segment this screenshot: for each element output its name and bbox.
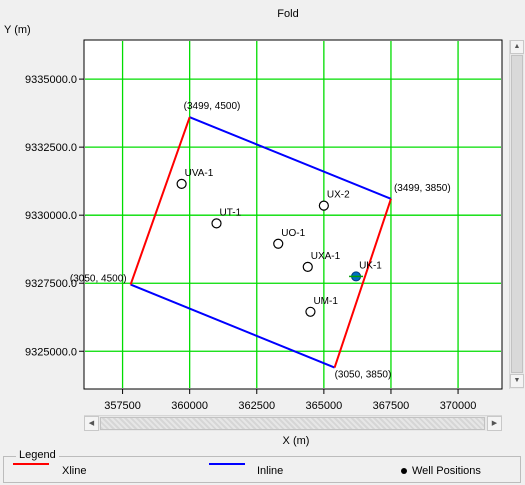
fold-map-chart[interactable]: Fold Y (m) X (m) 357500 360000 362500 36500…	[0, 0, 525, 450]
x-tick-label: 370000	[440, 400, 477, 412]
legend-title: Legend	[16, 449, 59, 462]
well-label: UX-2	[327, 190, 350, 201]
well-label: UO-1	[281, 228, 305, 239]
x-axis-label: X (m)	[283, 435, 310, 447]
well-markers: UVA-1 UT-1 UO-1 UX-2 UXA-1 UK-1 UM-1	[176, 168, 382, 317]
legend-item-well-positions: Well Positions	[412, 465, 481, 477]
plot-area[interactable]	[83, 39, 503, 390]
y-tick-label: 9332500.0	[25, 142, 77, 154]
legend-box: Legend Xline Inline Well Positions	[3, 449, 521, 483]
x-tick-label: 360000	[171, 400, 208, 412]
x-tick-label: 362500	[238, 400, 275, 412]
corner-label: (3050, 3850)	[335, 370, 392, 381]
vertical-scroll-thumb[interactable]	[511, 55, 523, 373]
well-label: UM-1	[313, 296, 338, 307]
well-label: UVA-1	[185, 168, 214, 179]
legend-item-inline: Inline	[257, 465, 284, 477]
plot-title: Fold	[277, 8, 298, 20]
x-tick-label: 365000	[306, 400, 343, 412]
y-tick-label: 9330000.0	[25, 210, 77, 222]
x-tick-label: 367500	[373, 400, 410, 412]
y-axis-label: Y (m)	[4, 24, 31, 36]
corner-labels: (3499, 4500) (3499, 3850) (3050, 3850) (305…	[70, 101, 451, 380]
horizontal-scrollbar[interactable]: ◀ ▶	[84, 415, 502, 431]
inline-edge	[130, 283, 335, 369]
well-position-icon	[401, 468, 407, 474]
xline-edge	[333, 198, 392, 368]
vertical-scrollbar[interactable]: ▲ ▼	[509, 40, 524, 389]
well-marker[interactable]	[176, 178, 187, 189]
inline-swatch	[209, 463, 245, 465]
x-tick-label: 357500	[104, 400, 141, 412]
corner-label: (3050, 4500)	[70, 274, 127, 285]
xline-edge	[129, 116, 191, 285]
y-tick-label: 9335000.0	[25, 74, 77, 86]
well-marker[interactable]	[318, 200, 329, 211]
well-label: UT-1	[220, 207, 242, 218]
scroll-right-icon[interactable]: ▶	[487, 416, 502, 431]
well-marker[interactable]	[302, 261, 313, 272]
scroll-down-icon[interactable]: ▼	[510, 374, 524, 388]
corner-label: (3499, 3850)	[394, 183, 451, 194]
horizontal-scroll-thumb[interactable]	[100, 417, 485, 430]
legend-item-xline: Xline	[62, 465, 87, 477]
y-tick-label: 9327500.0	[25, 278, 77, 290]
scroll-up-icon[interactable]: ▲	[510, 40, 524, 54]
grid-lines	[85, 41, 501, 388]
well-marker[interactable]	[211, 218, 222, 229]
corner-label: (3499, 4500)	[184, 101, 241, 112]
well-label: UK-1	[359, 260, 382, 271]
fold-plot-window: Fold Y (m) X (m) 357500 360000 362500 36500…	[0, 0, 525, 450]
well-label: UXA-1	[311, 251, 341, 262]
well-marker[interactable]	[273, 238, 284, 249]
inline-edge	[189, 116, 392, 200]
well-marker[interactable]	[305, 306, 316, 317]
scroll-left-icon[interactable]: ◀	[84, 416, 99, 431]
xline-swatch	[13, 463, 49, 465]
axis-ticks: 357500 360000 362500 365000 367500 370000 9335…	[25, 74, 476, 412]
survey-outline	[129, 116, 392, 369]
y-tick-label: 9325000.0	[25, 346, 77, 358]
